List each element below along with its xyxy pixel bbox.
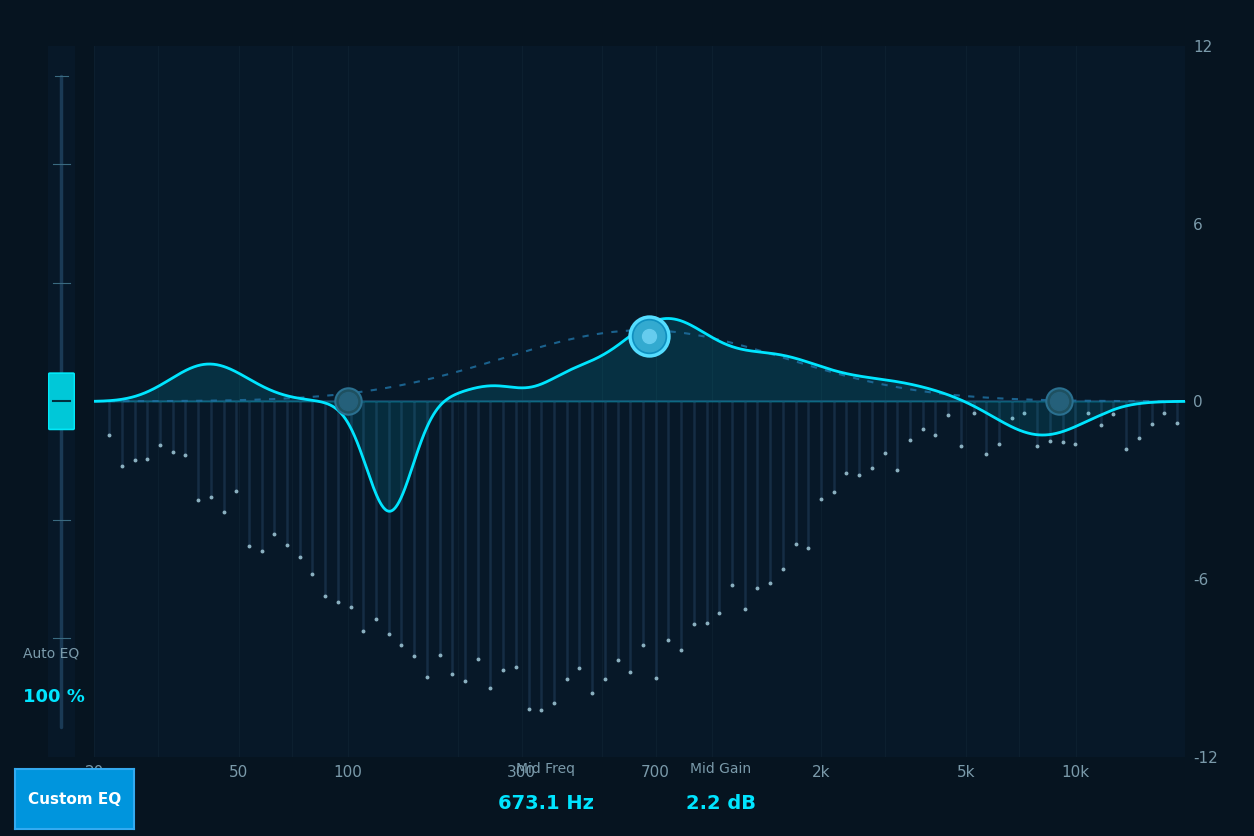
- Text: 673.1 Hz: 673.1 Hz: [498, 793, 593, 813]
- Text: Mid Gain: Mid Gain: [691, 762, 751, 776]
- Text: 100 %: 100 %: [23, 688, 84, 706]
- Text: Mid Freq: Mid Freq: [515, 762, 576, 776]
- Text: Auto EQ: Auto EQ: [23, 646, 79, 660]
- Text: 2.2 dB: 2.2 dB: [686, 793, 756, 813]
- Text: Custom EQ: Custom EQ: [28, 792, 122, 807]
- FancyBboxPatch shape: [49, 373, 74, 430]
